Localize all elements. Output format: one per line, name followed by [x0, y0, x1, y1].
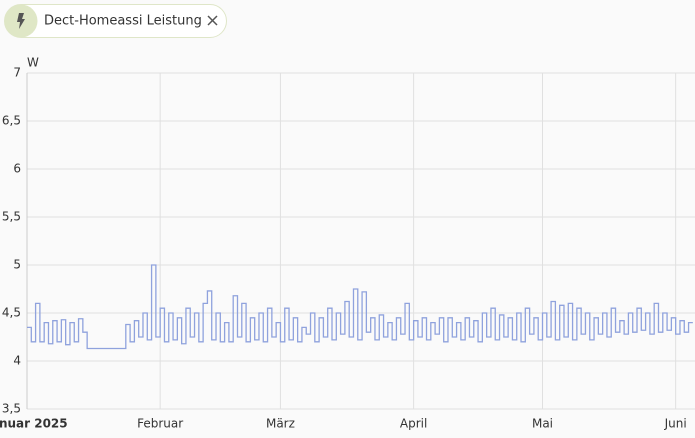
x-tick-label: April	[400, 417, 427, 431]
chip-label: Dect-Homeassi Leistung	[44, 14, 202, 29]
y-tick-label: 4	[13, 354, 21, 368]
x-tick-label: Januar 2025	[0, 417, 68, 431]
y-tick-label: 7	[13, 66, 21, 80]
y-tick-label: 5,5	[2, 210, 21, 224]
y-axis-label: W	[27, 56, 39, 70]
entity-chip[interactable]: Dect-Homeassi Leistung	[4, 4, 227, 38]
y-tick-label: 5	[13, 258, 21, 272]
x-tick-label: März	[266, 417, 295, 431]
y-tick-label: 6	[13, 162, 21, 176]
x-tick-label: Februar	[137, 417, 183, 431]
chip-remove[interactable]	[207, 15, 218, 26]
y-tick-label: 6,5	[2, 114, 21, 128]
y-tick-label: 4,5	[2, 306, 21, 320]
lightning-icon	[17, 13, 25, 29]
x-tick-label: Juni	[664, 417, 687, 431]
data-line	[27, 264, 693, 350]
x-tick-label: Mai	[532, 417, 553, 431]
y-tick-label: 3,5	[2, 402, 21, 416]
